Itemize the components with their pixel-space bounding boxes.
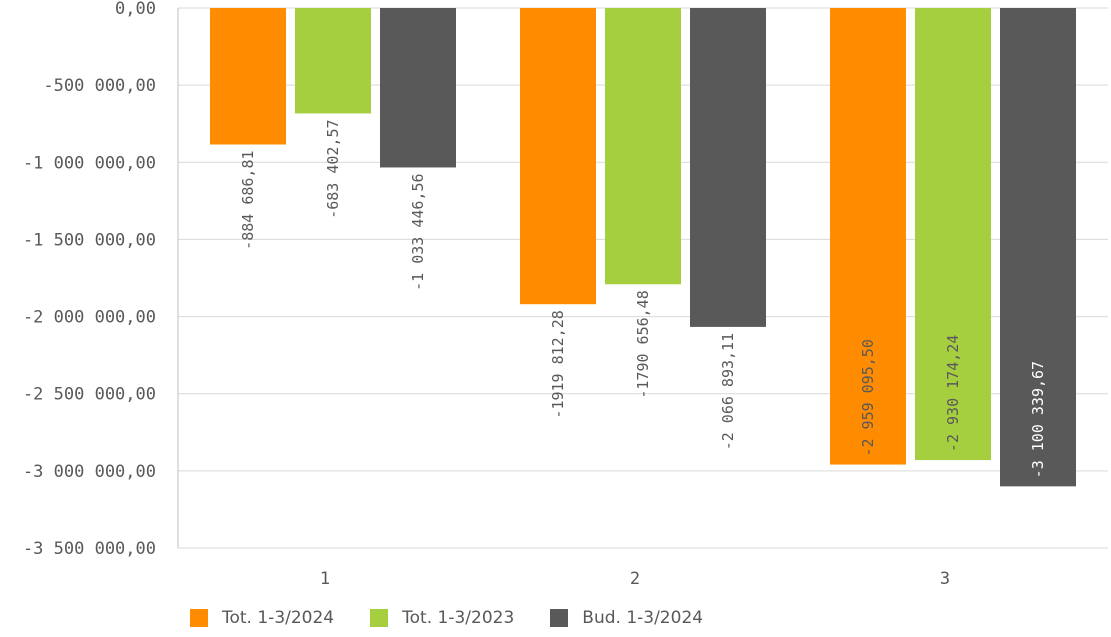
y-axis-ticks: 0,00 -500 000,00 -1 000 000,00 -1 500 000,0… (23, 0, 156, 559)
data-labels: -884 686,81 -683 402,57 -1 033 446,56 -1919… (239, 119, 1047, 478)
bar[interactable] (520, 8, 596, 305)
data-label: -683 402,57 (324, 119, 342, 218)
legend-swatch (550, 609, 569, 627)
y-tick-label: -2 500 000,00 (23, 385, 156, 405)
legend: Tot. 1-3/2024 Tot. 1-3/2023 Bud. 1-3/202… (190, 608, 739, 628)
legend-label: Tot. 1-3/2024 (222, 608, 335, 628)
bar[interactable] (295, 8, 371, 114)
bars (210, 8, 1076, 487)
bar[interactable] (830, 8, 906, 465)
y-tick-label: 0,00 (115, 0, 156, 19)
legend-swatch (190, 609, 208, 627)
y-tick-label: -2 000 000,00 (23, 308, 156, 328)
y-tick-label: -3 000 000,00 (23, 462, 156, 482)
y-tick-label: -1 000 000,00 (23, 153, 156, 173)
legend-item-bud-2024[interactable]: Bud. 1-3/2024 (550, 608, 703, 628)
y-tick-label: -3 500 000,00 (23, 539, 156, 559)
data-label: -2 959 095,50 (859, 339, 877, 456)
bar-chart: 0,00 -500 000,00 -1 000 000,00 -1 500 000,0… (23, 0, 1108, 589)
bar[interactable] (210, 8, 286, 145)
data-label: -1919 812,28 (549, 310, 567, 418)
y-tick-label: -1 500 000,00 (23, 230, 156, 250)
x-axis-categories: 1 2 3 (320, 569, 950, 589)
legend-item-tot-2024[interactable]: Tot. 1-3/2024 (190, 608, 334, 628)
legend-label: Bud. 1-3/2024 (582, 608, 704, 628)
bar[interactable] (605, 8, 681, 285)
legend-item-tot-2023[interactable]: Tot. 1-3/2023 (370, 608, 514, 628)
legend-label: Tot. 1-3/2023 (402, 608, 515, 628)
x-category-label: 3 (940, 569, 950, 589)
y-tick-label: -500 000,00 (43, 76, 156, 96)
x-category-label: 1 (320, 569, 330, 589)
data-label: -1 033 446,56 (409, 173, 427, 290)
bar[interactable] (380, 8, 456, 168)
data-label: -2 066 893,11 (719, 333, 737, 450)
bar[interactable] (915, 8, 991, 461)
data-label: -884 686,81 (239, 150, 257, 249)
bar[interactable] (690, 8, 766, 327)
bar[interactable] (1000, 8, 1076, 487)
x-category-label: 2 (630, 569, 640, 589)
data-label: -2 930 174,24 (944, 335, 962, 452)
data-label: -1790 656,48 (634, 290, 652, 398)
data-label: -3 100 339,67 (1029, 361, 1047, 478)
legend-swatch (370, 609, 389, 627)
